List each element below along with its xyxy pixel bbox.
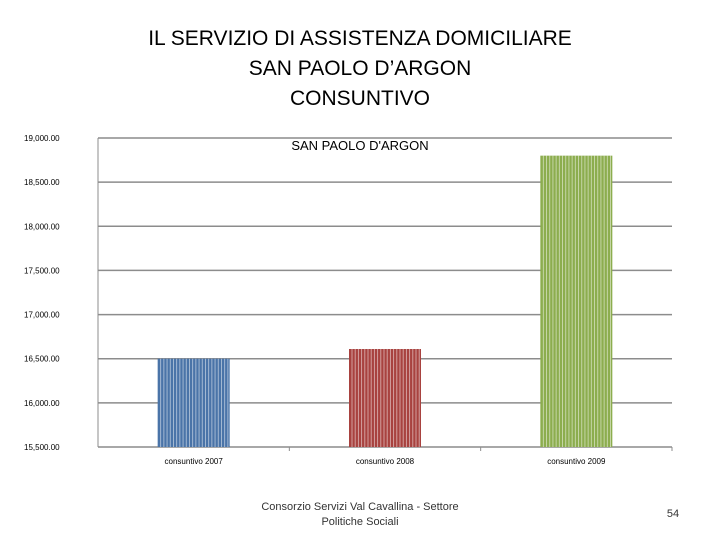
y-tick-label: 19,000.00: [24, 134, 60, 143]
footer-line-1: Consorzio Servizi Val Cavallina - Settor…: [261, 501, 459, 513]
slide-title-line-2: SAN PAOLO D’ARGON: [248, 57, 472, 80]
bar: [540, 155, 613, 447]
y-tick-label: 18,000.00: [24, 222, 60, 231]
x-tick-label: consuntivo 2008: [356, 457, 415, 466]
bar: [349, 349, 421, 447]
y-tick-label: 18,500.00: [24, 178, 60, 187]
bar: [157, 358, 230, 447]
footer: Consorzio Servizi Val Cavallina - Settor…: [250, 500, 470, 530]
chart-title: SAN PAOLO D'ARGON: [291, 138, 428, 153]
y-tick-label: 15,500.00: [24, 443, 60, 452]
x-tick-label: consuntivo 2009: [547, 457, 606, 466]
y-tick-label: 17,500.00: [24, 266, 60, 275]
slide-title-line-3: CONSUNTIVO: [289, 87, 430, 110]
slide-title-line-1: IL SERVIZIO DI ASSISTENZA DOMICILIARE: [148, 27, 572, 50]
y-tick-label: 16,000.00: [24, 399, 60, 408]
y-tick-label: 17,000.00: [24, 311, 60, 320]
x-tick-label: consuntivo 2007: [165, 457, 224, 466]
bar-fill: [540, 155, 613, 447]
bar-fill: [349, 349, 421, 447]
slide-title: IL SERVIZIO DI ASSISTENZA DOMICILIARE SA…: [0, 24, 720, 114]
bar-fill: [157, 358, 230, 447]
footer-line-2: Politiche Sociali: [321, 516, 399, 528]
y-tick-label: 16,500.00: [24, 355, 60, 364]
page-number: 54: [666, 508, 680, 520]
